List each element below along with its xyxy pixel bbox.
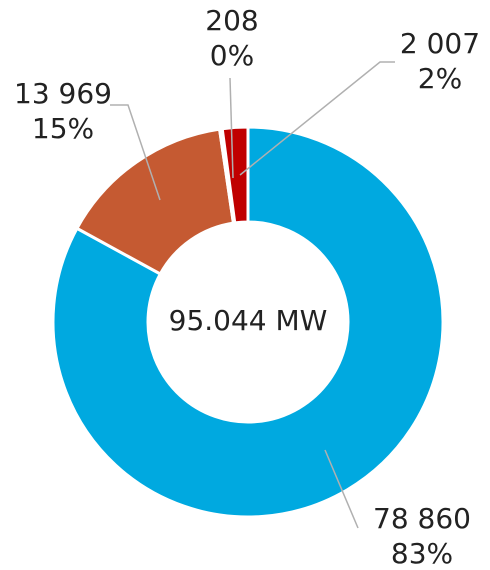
percent-label: 2%: [418, 62, 462, 95]
leader-line: [239, 61, 395, 176]
center-label: 95.044 MW: [169, 304, 328, 337]
slice: [51, 125, 445, 519]
percent-label: 83%: [391, 537, 453, 570]
value-label: 2 007: [400, 27, 480, 60]
leader-line: [324, 449, 359, 529]
value-label: 78 860: [373, 502, 471, 535]
leader-line: [229, 77, 234, 179]
value-label: 13 969: [14, 77, 112, 110]
value-label: 208: [205, 4, 258, 37]
percent-label: 0%: [210, 39, 254, 72]
leader-line: [110, 104, 161, 201]
percent-label: 15%: [32, 112, 94, 145]
